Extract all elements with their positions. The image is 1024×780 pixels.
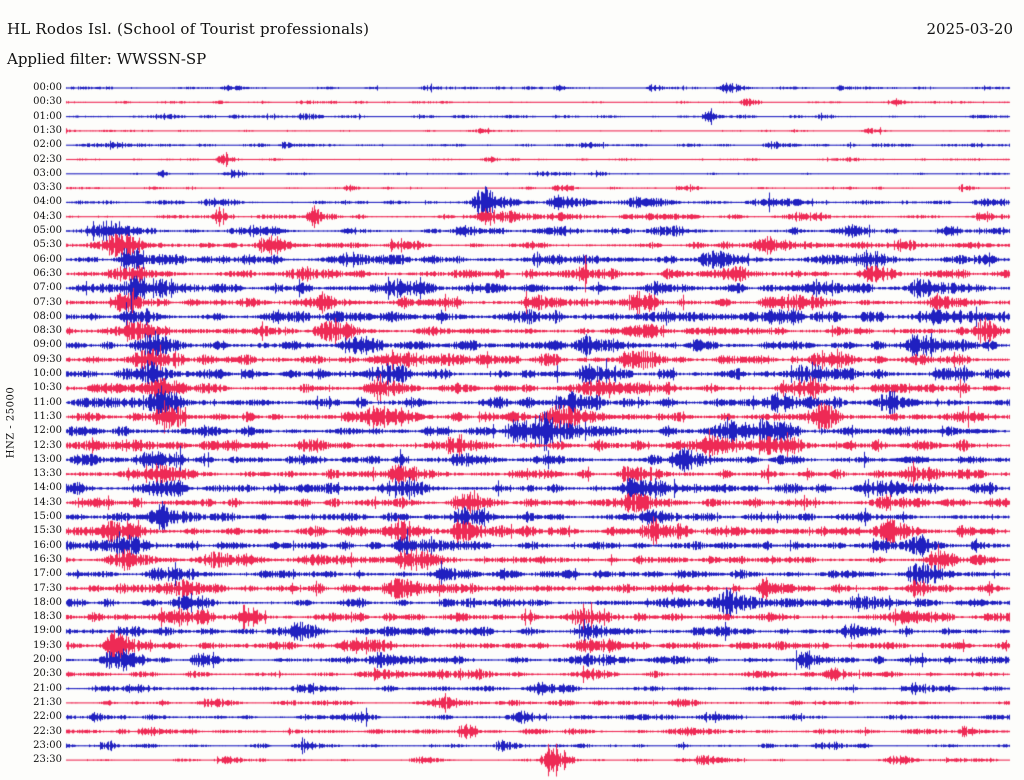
helicorder-traces: [0, 0, 1024, 780]
helicorder-page: HL Rodos Isl. (School of Tourist profess…: [0, 0, 1024, 780]
